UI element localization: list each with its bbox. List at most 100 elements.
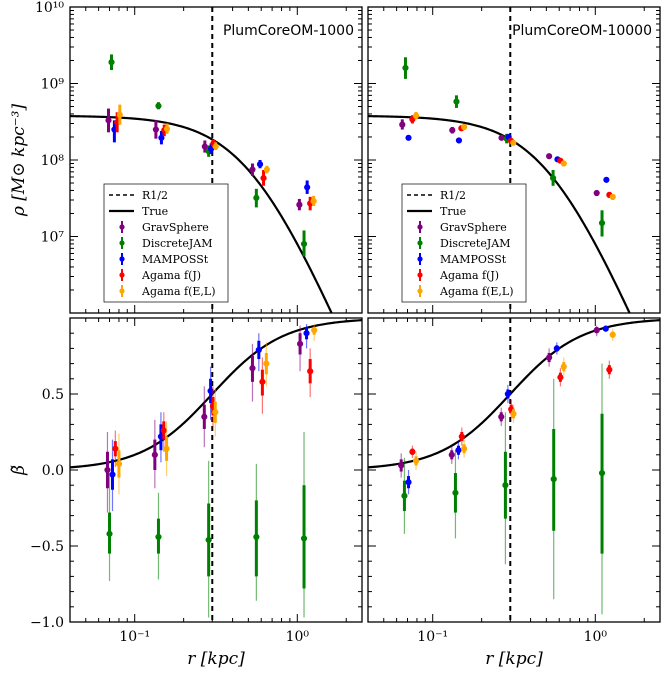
y-tick-label: 0.0 [42, 463, 64, 479]
series-discretejam [106, 432, 308, 618]
legend-item-agama-f-j: Agama f(J) [417, 269, 499, 282]
legend-item-gravsphere: GravSphere [417, 221, 507, 234]
series-mamposst [405, 325, 609, 495]
x-tick-label: 10⁻¹ [119, 629, 150, 645]
legend-item-mamposst: MAMPOSSt [119, 253, 209, 266]
point-agama-f-e-l-0 [412, 457, 420, 464]
legend-label: MAMPOSSt [142, 253, 209, 266]
x-tick-label: 10⁰ [584, 629, 608, 645]
point-gravsphere-0 [105, 117, 112, 124]
point-agama-f-e-l-4 [310, 198, 317, 205]
point-agama-f-e-l-1 [163, 445, 170, 452]
legend-swatch-marker [119, 288, 125, 294]
legend: R1/2 True GravSphere DiscreteJAM MAMPOSSt Aga… [103, 183, 229, 303]
point-agama-f-j-3 [260, 174, 267, 182]
legend-item-gravsphere: GravSphere [119, 221, 209, 234]
ticks [69, 6, 362, 314]
point-discretejam-3 [253, 194, 260, 201]
point-agama-f-e-l-0 [115, 460, 123, 468]
point-agama-f-e-l-0 [412, 112, 420, 119]
y-tick-label: 10⁷ [41, 230, 65, 246]
point-gravsphere-4 [593, 189, 600, 197]
point-discretejam-2 [502, 482, 509, 489]
y-tick-label: −0.5 [30, 539, 64, 555]
panel-top-left: 10⁷ 10⁸ 10⁹ 10¹⁰ PlumCoreOM-1000 ρ [M⊙ kpc⁻³]… [9, 0, 363, 314]
series-agama-f-e-l [412, 328, 616, 470]
legend-item-mamposst: MAMPOSSt [417, 253, 507, 266]
panel-title: PlumCoreOM-1000 [223, 23, 354, 39]
x-tick-label: 10⁻¹ [417, 629, 448, 645]
point-mamposst-0 [405, 479, 412, 486]
legend-item-discretejam: DiscreteJAM [417, 237, 510, 250]
point-agama-f-j-3 [557, 374, 564, 381]
point-discretejam-4 [598, 469, 606, 477]
point-discretejam-1 [452, 489, 459, 496]
x-axis-label: r [kpc] [187, 649, 245, 669]
y-tick-label: −1.0 [30, 615, 64, 631]
legend-label: GravSphere [440, 221, 507, 234]
point-gravsphere-2 [498, 413, 505, 420]
legend-item-discretejam: DiscreteJAM [119, 237, 212, 250]
legend-label: DiscreteJAM [142, 237, 212, 250]
panel-bottom-right: 10⁻¹ 10⁰ r [kpc] [367, 317, 661, 669]
point-agama-f-e-l-1 [163, 125, 171, 132]
legend-label: R1/2 [440, 189, 466, 202]
legend-item-agama-f-j: Agama f(J) [119, 269, 201, 282]
point-discretejam-3 [253, 533, 260, 540]
point-agama-f-j-4 [307, 368, 314, 375]
plot-area [70, 7, 333, 313]
series-discretejam [401, 363, 606, 615]
legend-label: DiscreteJAM [440, 237, 510, 250]
point-mamposst-4 [303, 330, 310, 337]
point-discretejam-4 [598, 219, 606, 227]
point-agama-f-e-l-2 [510, 410, 517, 417]
legend-label: True [440, 205, 466, 218]
legend: R1/2 True GravSphere DiscreteJAM MAMPOSSt Aga… [401, 183, 527, 303]
y-tick-label: 10⁹ [41, 77, 65, 93]
point-gravsphere-3 [249, 166, 256, 173]
legend-swatch-marker [417, 240, 423, 246]
point-agama-f-j-1 [458, 433, 465, 440]
point-discretejam-0 [401, 492, 408, 499]
series-gravsphere [105, 108, 303, 211]
series-gravsphere [399, 119, 600, 197]
panel-top-right: PlumCoreOM-10000 R1/2 True GravSphere Discre… [367, 6, 661, 314]
series-agama-f-e-l [116, 104, 317, 207]
point-gravsphere-2 [201, 143, 208, 150]
series-agama-f-e-l [115, 324, 318, 495]
point-discretejam-4 [300, 240, 308, 248]
point-discretejam-3 [549, 174, 557, 182]
y-tick-label: 10¹⁰ [35, 0, 64, 16]
point-gravsphere-3 [249, 365, 256, 372]
legend-item-agama-f-e-l: Agama f(E,L) [417, 285, 514, 298]
legend-frame [401, 183, 527, 303]
y-axis-label: ρ [M⊙ kpc⁻³] [9, 104, 29, 218]
ticks [367, 317, 660, 623]
panel-title: PlumCoreOM-10000 [512, 23, 652, 39]
point-mamposst-0 [109, 471, 116, 478]
point-agama-f-e-l-3 [263, 360, 270, 367]
series-mamposst [109, 324, 310, 512]
point-mamposst-4 [603, 176, 610, 183]
point-mamposst-0 [405, 134, 412, 141]
series-gravsphere [104, 325, 304, 513]
point-discretejam-0 [108, 59, 115, 66]
point-agama-f-j-1 [160, 427, 167, 434]
point-agama-f-e-l-4 [311, 327, 318, 334]
point-mamposst-3 [256, 161, 264, 168]
legend-item-agama-f-e-l: Agama f(E,L) [119, 285, 216, 298]
point-mamposst-1 [455, 137, 463, 144]
point-agama-f-e-l-1 [461, 123, 468, 131]
point-agama-f-e-l-1 [461, 445, 468, 452]
point-agama-f-j-0 [409, 448, 416, 455]
point-gravsphere-0 [398, 462, 405, 469]
point-mamposst-4 [304, 184, 311, 191]
point-mamposst-4 [602, 325, 609, 332]
point-discretejam-2 [205, 536, 212, 544]
point-mamposst-2 [504, 390, 511, 398]
point-agama-f-e-l-2 [212, 143, 219, 150]
legend-swatch-marker [119, 272, 125, 278]
